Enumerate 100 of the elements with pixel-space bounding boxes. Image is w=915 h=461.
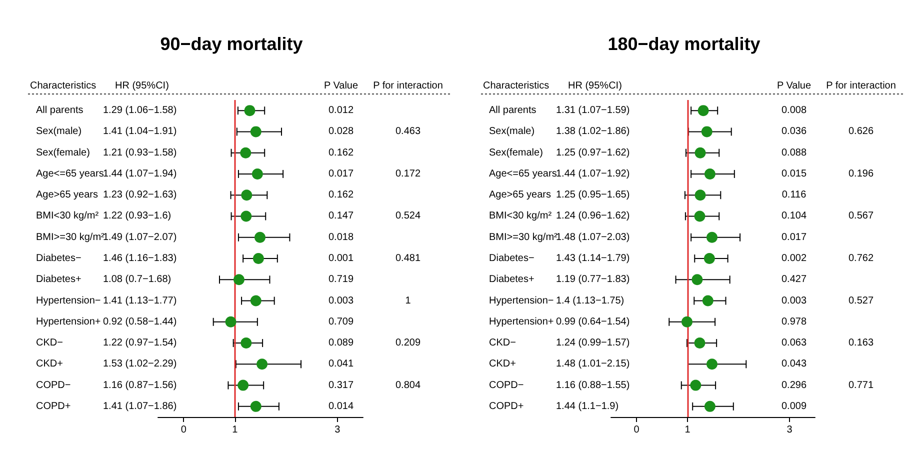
point: [694, 147, 706, 158]
text: P for interaction: [373, 80, 443, 92]
annotation: 1.43 (1.14−1.79): [556, 253, 630, 264]
point: [225, 316, 236, 328]
text: 0.762: [848, 253, 874, 264]
annotation: 1.44 (1.1−1.9): [556, 400, 619, 412]
x-tick-label: 0: [180, 424, 187, 436]
point: [240, 338, 252, 349]
annotation: 1.31 (1.07−1.59): [556, 105, 630, 116]
point: [704, 400, 716, 412]
y-tick-label: All parents: [36, 105, 84, 116]
annotation: 1.53 (1.02−2.29): [103, 358, 177, 370]
point: [240, 210, 252, 222]
y-tick-label: COPD−: [489, 380, 524, 391]
point: [241, 190, 252, 201]
annotation: 0.017: [328, 168, 354, 180]
text: P Value: [324, 80, 358, 92]
point: [690, 380, 702, 391]
text: 1: [405, 295, 412, 306]
annotation: 0.296: [781, 380, 807, 391]
y-tick-label: Sex(female): [489, 147, 543, 158]
y-tick-label: Diabetes+: [36, 274, 82, 286]
y-axis-title: Characteristics: [483, 80, 550, 92]
annotation: 1.24 (0.99−1.57): [556, 338, 630, 349]
annotation: 1.4 (1.13−1.75): [556, 295, 624, 306]
text: 0.771: [848, 380, 874, 391]
point: [692, 274, 703, 286]
annotation: 0.116: [782, 190, 807, 201]
point: [694, 190, 706, 201]
y-tick-label: CKD−: [36, 338, 64, 349]
point: [698, 105, 709, 116]
chart-title: 90−day mortality: [160, 34, 303, 54]
point: [682, 316, 692, 328]
y-tick-label: Age<=65 years: [36, 168, 104, 180]
point: [238, 380, 249, 391]
y-axis-title: Characteristics: [30, 80, 96, 92]
point: [250, 400, 262, 412]
annotation: 0.719: [328, 274, 354, 286]
y-tick-label: Age>65 years: [489, 190, 551, 201]
annotation: 0.012: [328, 105, 354, 116]
point: [252, 168, 263, 180]
annotation: 0.089: [328, 338, 354, 349]
text: 0.196: [848, 168, 874, 180]
annotation: 0.014: [328, 400, 354, 412]
y-tick-label: All parents: [489, 105, 536, 116]
annotation: 0.147: [328, 210, 354, 222]
text: 0.172: [395, 168, 421, 180]
annotation: 0.001: [328, 253, 354, 264]
point: [694, 338, 706, 349]
annotation: 0.104: [781, 210, 807, 222]
y-tick-label: COPD+: [489, 400, 524, 412]
annotation: 0.162: [328, 147, 354, 158]
annotation: 1.46 (1.16−1.83): [103, 253, 177, 264]
y-tick-label: BMI<30 kg/m²: [36, 210, 100, 222]
annotation: 0.427: [781, 274, 807, 286]
y-tick-label: Diabetes−: [36, 253, 82, 264]
annotation: 0.003: [328, 295, 354, 306]
y-tick-label: BMI>=30 kg/m²: [489, 232, 558, 243]
annotation: 0.978: [781, 316, 807, 328]
x-tick-label: 1: [232, 424, 238, 436]
annotation: 0.043: [781, 358, 807, 370]
text: 0.163: [848, 338, 874, 349]
x-tick-label: 0: [634, 424, 640, 436]
annotation: 0.003: [781, 295, 807, 306]
annotation: 0.028: [328, 126, 354, 138]
y-tick-label: Hypertension−: [489, 295, 554, 306]
point: [244, 105, 256, 116]
text: P Value: [776, 80, 812, 92]
annotation: 1.48 (1.01−2.15): [556, 358, 630, 370]
annotation: 0.015: [781, 168, 807, 180]
y-tick-label: Age<=65 years: [489, 168, 557, 180]
point: [256, 358, 268, 370]
y-tick-label: CKD+: [36, 358, 64, 370]
annotation: 0.709: [328, 316, 354, 328]
annotation: 1.25 (0.97−1.62): [556, 147, 630, 158]
annotation: 0.002: [781, 253, 807, 264]
annotation: 1.21 (0.93−1.58): [103, 147, 177, 158]
y-tick-label: Hypertension+: [36, 316, 101, 328]
annotation: 0.088: [781, 147, 807, 158]
text: 0.567: [848, 210, 874, 222]
text: HR (95%CI): [568, 80, 622, 92]
annotation: 1.48 (1.07−2.03): [556, 232, 630, 243]
annotation: 1.41 (1.04−1.91): [103, 126, 177, 138]
annotation: 0.317: [328, 380, 354, 391]
chart-title: 180−day mortality: [608, 34, 760, 54]
y-tick-label: CKD+: [489, 358, 516, 370]
y-tick-label: Sex(female): [36, 147, 90, 158]
text: 0.481: [395, 253, 421, 264]
x-tick-label: 3: [786, 424, 793, 436]
point: [252, 253, 264, 264]
text: 0.804: [395, 380, 421, 391]
point: [704, 168, 716, 180]
text: 0.527: [848, 295, 874, 306]
annotation: 1.24 (0.96−1.62): [556, 210, 630, 222]
annotation: 1.08 (0.7−1.68): [103, 274, 172, 286]
annotation: 1.22 (0.97−1.54): [103, 338, 177, 349]
annotation: 1.22 (0.93−1.6): [103, 210, 172, 222]
y-tick-label: Diabetes+: [489, 274, 534, 286]
text: 0.524: [395, 210, 421, 222]
annotation: 0.99 (0.64−1.54): [556, 316, 630, 328]
